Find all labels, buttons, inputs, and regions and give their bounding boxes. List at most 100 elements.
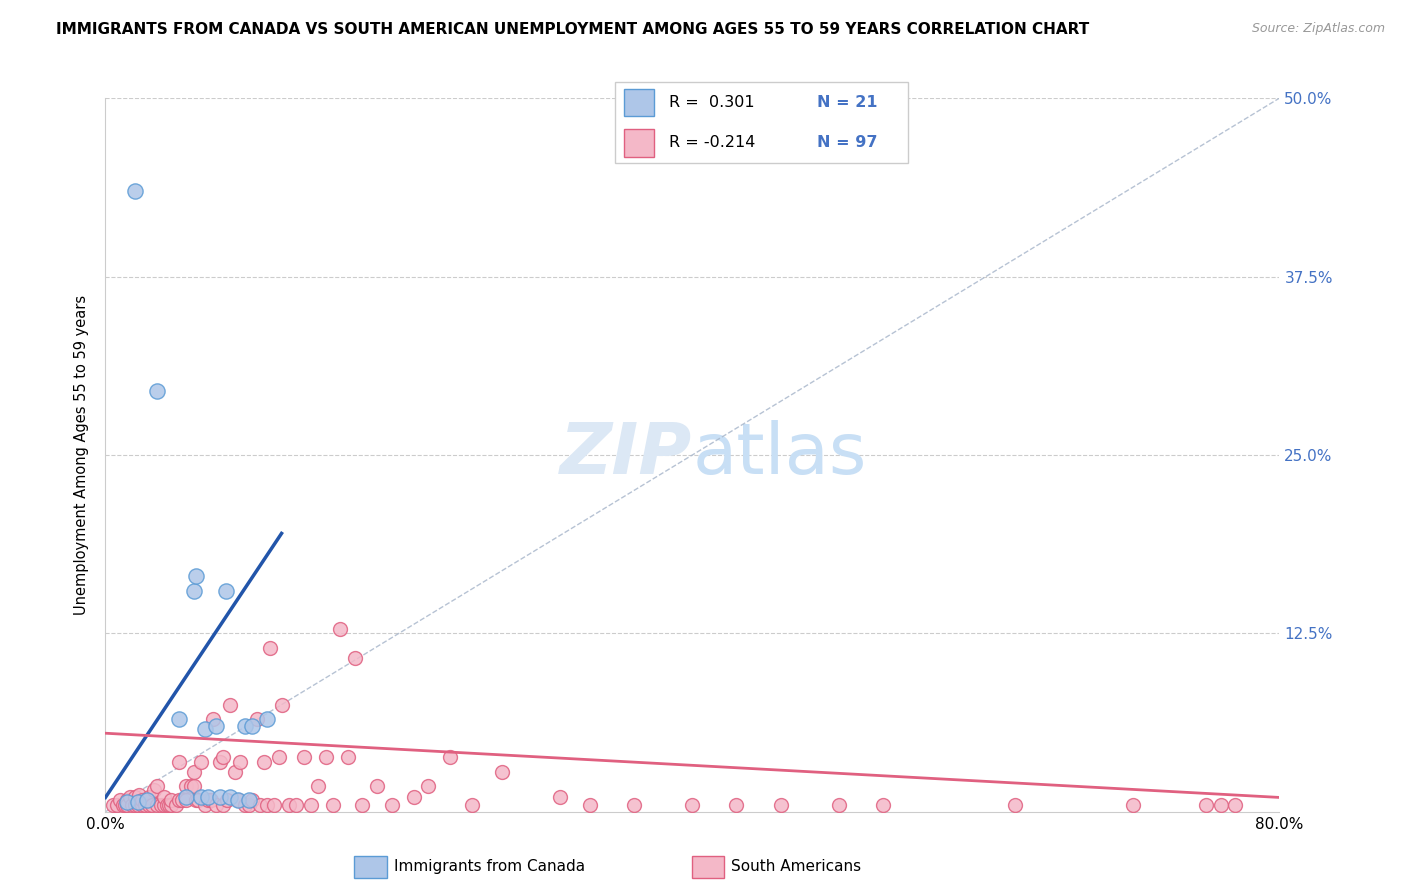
Point [211,750,233,764]
Point [190,755,212,769]
Point [194,722,217,736]
Point [208,755,231,769]
Point [131,793,153,807]
Point [121,797,143,812]
Point [219,698,242,712]
Point [828,797,851,812]
Point [186,793,208,807]
Point [124,797,146,812]
Point [267,750,290,764]
Point [180,779,202,793]
Point [219,790,242,805]
Point [117,793,139,807]
Point [253,755,276,769]
Point [186,569,208,583]
Point [153,797,176,812]
Point [156,797,179,812]
Text: R =  0.301: R = 0.301 [669,95,755,110]
Point [1209,797,1232,812]
Point [124,790,146,805]
Point [138,790,160,805]
Point [146,384,169,398]
Point [114,797,136,812]
Point [135,793,157,807]
Point [117,797,139,812]
Point [146,797,169,812]
Text: Source: ZipAtlas.com: Source: ZipAtlas.com [1251,22,1385,36]
Point [307,779,329,793]
Point [187,793,209,807]
Point [872,797,894,812]
Text: N = 97: N = 97 [817,136,877,151]
Point [183,583,205,598]
Point [124,184,146,198]
Text: R = -0.214: R = -0.214 [669,136,755,151]
Point [238,793,260,807]
Point [141,797,163,812]
Point [167,755,190,769]
Point [233,797,256,812]
Point [256,712,278,726]
Point [249,797,271,812]
Point [174,779,197,793]
Point [160,797,183,812]
Point [208,790,231,805]
Point [1122,797,1144,812]
Text: Immigrants from Canada: Immigrants from Canada [394,859,585,873]
Point [128,788,150,802]
Point [183,779,205,793]
Point [101,797,124,812]
Point [315,750,337,764]
Point [229,755,252,769]
Text: ZIP: ZIP [560,420,692,490]
Bar [624,89,654,116]
Point [439,750,461,764]
Point [329,622,352,636]
Point [197,793,219,807]
Point [174,790,197,805]
Point [150,797,173,812]
Point [226,793,249,807]
Point [233,719,256,733]
Point [256,797,278,812]
Point [146,779,169,793]
Point [153,790,176,805]
Point [165,797,187,812]
Point [336,750,359,764]
Point [190,790,212,805]
Point [117,795,139,809]
Point [623,797,645,812]
Point [127,795,149,809]
Point [240,719,263,733]
Point [201,712,224,726]
Point [461,797,484,812]
Point [682,797,704,812]
Point [299,797,322,812]
Point [550,790,572,805]
Point [215,583,238,598]
Point [131,797,153,812]
Point [167,712,190,726]
Point [322,797,344,812]
Point [204,719,226,733]
Text: South Americans: South Americans [731,859,862,873]
Point [381,797,404,812]
Point [1004,797,1026,812]
Point [194,797,217,812]
Point [217,793,239,807]
Point [246,712,269,726]
Point [138,797,160,812]
Point [120,790,142,805]
Point [238,797,260,812]
Point [204,797,226,812]
Point [174,793,197,807]
Text: atlas: atlas [692,420,868,490]
Point [224,764,246,779]
Point [1225,797,1247,812]
Point [343,650,366,665]
Point [127,797,149,812]
Point [134,797,156,812]
Y-axis label: Unemployment Among Ages 55 to 59 years: Unemployment Among Ages 55 to 59 years [75,295,90,615]
Point [108,793,131,807]
Point [285,797,308,812]
